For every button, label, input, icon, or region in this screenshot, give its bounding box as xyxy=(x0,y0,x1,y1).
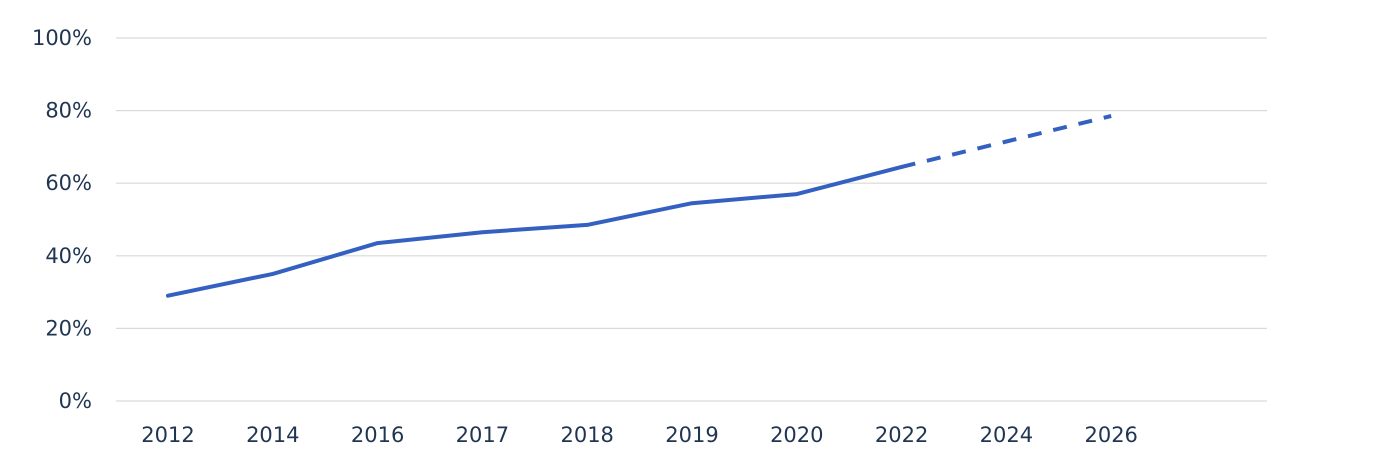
x-tick-label: 2014 xyxy=(246,423,299,447)
y-tick-label: 20% xyxy=(45,316,92,340)
x-tick-label: 2024 xyxy=(980,423,1033,447)
x-tick-label: 2022 xyxy=(875,423,928,447)
x-axis: 2012 2014 2016 2017 2018 2019 2020 2022 2024 2026 xyxy=(141,423,1138,447)
y-tick-label: 40% xyxy=(45,244,92,268)
x-tick-label: 2020 xyxy=(770,423,823,447)
y-axis: 0% 20% 40% 60% 80% 100% xyxy=(32,26,92,413)
y-tick-label: 0% xyxy=(59,389,92,413)
projected-series-line xyxy=(901,114,1112,169)
x-tick-label: 2017 xyxy=(456,423,509,447)
y-tick-label: 60% xyxy=(45,171,92,195)
gridlines xyxy=(116,37,1267,402)
x-tick-label: 2018 xyxy=(560,423,613,447)
series-lines xyxy=(166,114,1112,298)
x-tick-label: 2016 xyxy=(351,423,404,447)
x-tick-label: 2019 xyxy=(665,423,718,447)
y-tick-label: 100% xyxy=(32,26,92,50)
x-tick-label: 2026 xyxy=(1084,423,1137,447)
x-tick-label: 2012 xyxy=(141,423,194,447)
actual-series-line xyxy=(166,164,904,298)
y-tick-label: 80% xyxy=(45,99,92,123)
